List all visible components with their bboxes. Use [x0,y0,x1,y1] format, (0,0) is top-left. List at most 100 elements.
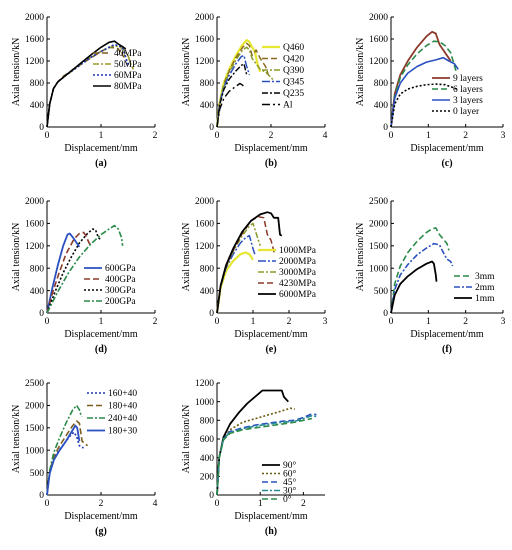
x-tick-label: 0 [389,317,394,327]
x-tick-label: 0 [45,317,50,327]
legend-entry: 0 layer [453,107,480,117]
y-tick-label: 400 [200,287,215,297]
y-tick-label: 0 [209,123,214,133]
y-tick-label: 1000 [195,398,214,408]
legend-entry: 2000MPa [279,257,317,267]
panel-label: (g) [95,526,107,537]
chart-panel-d: 0 400 800 1200 1600 2000 0 1 2 Displacement/mm Axi… [11,197,158,355]
y-tick-label: 1600 [195,220,214,230]
y-tick-label: 2500 [369,197,388,207]
legend-entry: 400GPa [105,275,136,285]
y-tick-label: 1500 [25,424,44,434]
x-tick-label: 2 [301,499,306,509]
legend-entry: 60MPa [114,71,142,81]
y-tick-label: 800 [30,79,45,89]
legend-entry: 160+40 [108,389,137,399]
series-line-h-0 [216,389,289,496]
series-line-g-1 [46,420,89,496]
y-tick-label: 1200 [369,57,388,67]
y-axis-label: Axial tension/kN [355,38,366,107]
x-axis-label: Displacement/mm [234,143,308,154]
series-line-c-1 [390,40,458,128]
y-tick-label: 600 [200,435,215,445]
y-tick-label: 400 [30,101,45,111]
panel-label: (e) [265,344,276,355]
y-axis-label: Axial tension/kN [181,405,192,474]
y-tick-label: 800 [200,417,215,427]
y-tick-label: 500 [30,469,45,479]
x-tick-label: 1 [426,131,431,141]
y-tick-label: 800 [30,264,45,274]
legend-entry: 180+40 [108,402,137,412]
chart-panel-b: 0 400 800 1200 1600 2000 0 2 4 Displacement/mm Axi… [181,13,328,169]
panel-label: (d) [95,344,107,355]
panel-label: (h) [265,526,277,537]
x-axis-label: Displacement/mm [64,511,138,522]
y-tick-label: 1600 [369,35,388,45]
series-line-b-3 [216,54,251,128]
legend-entry: 3000MPa [279,268,317,278]
x-tick-label: 4 [153,499,158,509]
legend-entry: 1000MPa [279,246,317,256]
y-tick-label: 0 [209,309,214,319]
x-tick-label: 2 [269,131,274,141]
y-axis-label: Axial tension/kN [355,223,366,292]
x-tick-label: 0 [215,131,220,141]
x-tick-label: 0 [215,317,220,327]
legend-entry: Q390 [283,66,304,76]
series-line-h-3 [216,414,317,496]
legend-entry: 50MPa [114,60,142,70]
legend-entry: 2mm [475,283,495,293]
y-tick-label: 500 [374,287,389,297]
chart-panel-g: 0 500 1000 1500 2000 2500 0 2 4 Displacement/mm Ax… [11,379,158,537]
chart-panel-a: 0 400 800 1200 1600 2000 0 1 2 Displacement/mm Axi… [11,13,158,169]
y-tick-label: 800 [200,264,215,274]
series-line-g-3 [46,424,81,496]
series-line-b-4 [216,63,248,128]
x-tick-label: 3 [323,317,328,327]
legend-entry: 6000MPa [279,290,317,300]
x-axis-label: Displacement/mm [410,143,484,154]
x-tick-label: 0 [215,499,220,509]
legend-entry: Q235 [283,89,304,99]
panel-label: (f) [442,344,452,355]
x-tick-label: 1 [426,317,431,327]
series-line-g-2 [46,404,83,496]
series-line-b-2 [216,46,275,128]
chart-panel-c: 0 400 800 1200 1600 2000 0 1 2 3 Displacement/mm Ax… [355,13,506,169]
y-tick-label: 2000 [25,13,44,23]
y-tick-label: 2000 [369,220,388,230]
x-tick-label: 2 [153,131,158,141]
y-tick-label: 0 [383,123,388,133]
chart-panel-e: 0 400 800 1200 1600 2000 0 1 2 3 Displacement/mm Ax… [181,197,328,355]
legend-entry: 240+40 [108,414,137,424]
chart-panel-f: 0 500 1000 1500 2000 2500 0 1 2 3 Displacement/mm A… [355,197,506,355]
legend-entry: Q460 [283,43,304,53]
series-line-h-2 [216,413,317,496]
y-tick-label: 0 [383,309,388,319]
legend-entry: Al [283,101,293,111]
y-tick-label: 800 [200,79,215,89]
legend-entry: 200GPa [105,297,136,307]
y-tick-label: 1200 [195,57,214,67]
legend-entry: 60° [283,469,297,480]
panel-label: (a) [95,158,107,169]
x-tick-label: 0 [389,131,394,141]
x-tick-label: 3 [501,131,506,141]
legend-entry: 30° [283,486,297,497]
y-tick-label: 1200 [25,242,44,252]
legend-entry: 3mm [475,272,495,282]
y-tick-label: 400 [374,101,389,111]
x-tick-label: 0 [45,499,50,509]
y-axis-label: Axial tension/kN [181,38,192,107]
y-tick-label: 1200 [195,242,214,252]
chart-panel-h: 0 200 400 600 800 1000 1200 0 1 2 Displacement/mm A… [181,379,325,537]
legend-entry: 6 layers [453,85,483,95]
series-line-e-4 [216,211,283,314]
legend-entry: 40MPa [114,49,142,59]
y-axis-label: Axial tension/kN [11,38,22,107]
series-line-a-3 [46,40,127,128]
y-tick-label: 2000 [25,197,44,207]
x-tick-label: 2 [463,317,468,327]
series-line-f-1 [390,242,454,314]
